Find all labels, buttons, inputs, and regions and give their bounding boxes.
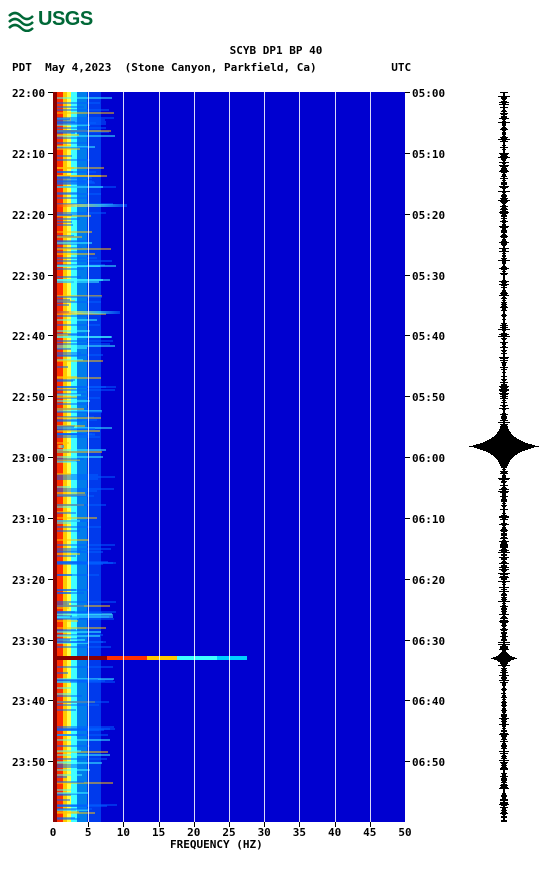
wave-icon — [8, 6, 34, 32]
time-label-utc: 06:30 — [412, 635, 445, 648]
time-label-pdt: 23:00 — [12, 452, 45, 465]
event-line — [217, 656, 247, 660]
event-line — [147, 656, 177, 660]
time-label-pdt: 22:10 — [12, 148, 45, 161]
time-label-utc: 05:00 — [412, 87, 445, 100]
event-line — [177, 656, 217, 660]
tz-left-label: PDT — [12, 61, 32, 74]
gridline — [264, 92, 265, 822]
event-line — [107, 656, 147, 660]
event-line — [57, 656, 107, 660]
time-label-utc: 06:50 — [412, 756, 445, 769]
time-label-pdt: 22:30 — [12, 270, 45, 283]
plot-area: 22:0005:0022:1005:1022:2005:2022:3005:30… — [0, 92, 552, 852]
x-axis-title: FREQUENCY (HZ) — [170, 838, 263, 851]
waveform-panel — [470, 92, 540, 822]
gridline — [194, 92, 195, 822]
time-label-pdt: 23:30 — [12, 635, 45, 648]
gridline — [335, 92, 336, 822]
freq-tick: 10 — [111, 826, 135, 839]
freq-tick: 35 — [287, 826, 311, 839]
freq-tick: 50 — [393, 826, 417, 839]
gridline — [370, 92, 371, 822]
gridline — [229, 92, 230, 822]
freq-tick: 15 — [147, 826, 171, 839]
time-label-pdt: 23:20 — [12, 574, 45, 587]
time-label-utc: 05:40 — [412, 330, 445, 343]
chart-subtitle: PDT May 4,2023 (Stone Canyon, Parkfield,… — [12, 61, 552, 74]
time-label-pdt: 22:00 — [12, 87, 45, 100]
spectrogram — [53, 92, 405, 822]
time-label-utc: 05:20 — [412, 209, 445, 222]
time-label-utc: 06:20 — [412, 574, 445, 587]
freq-tick: 45 — [358, 826, 382, 839]
freq-tick: 5 — [76, 826, 100, 839]
freq-tick: 40 — [323, 826, 347, 839]
time-label-utc: 05:30 — [412, 270, 445, 283]
time-label-utc: 05:50 — [412, 391, 445, 404]
time-label-pdt: 23:40 — [12, 695, 45, 708]
time-label-utc: 05:10 — [412, 148, 445, 161]
date-label: May 4,2023 — [45, 61, 111, 74]
time-label-pdt: 22:40 — [12, 330, 45, 343]
gridline — [123, 92, 124, 822]
tz-right-label: UTC — [391, 61, 411, 74]
time-label-utc: 06:10 — [412, 513, 445, 526]
time-label-pdt: 22:50 — [12, 391, 45, 404]
usgs-logo: USGS — [0, 0, 552, 38]
time-label-utc: 06:40 — [412, 695, 445, 708]
location-label: (Stone Canyon, Parkfield, Ca) — [125, 61, 317, 74]
time-label-pdt: 23:50 — [12, 756, 45, 769]
gridline — [159, 92, 160, 822]
event-line — [57, 445, 64, 448]
chart-title: SCYB DP1 BP 40 — [0, 44, 552, 57]
time-label-pdt: 22:20 — [12, 209, 45, 222]
logo-text: USGS — [38, 8, 93, 31]
gridline — [299, 92, 300, 822]
time-label-pdt: 23:10 — [12, 513, 45, 526]
time-label-utc: 06:00 — [412, 452, 445, 465]
freq-tick: 0 — [41, 826, 65, 839]
gridline — [88, 92, 89, 822]
event-line — [57, 204, 127, 207]
